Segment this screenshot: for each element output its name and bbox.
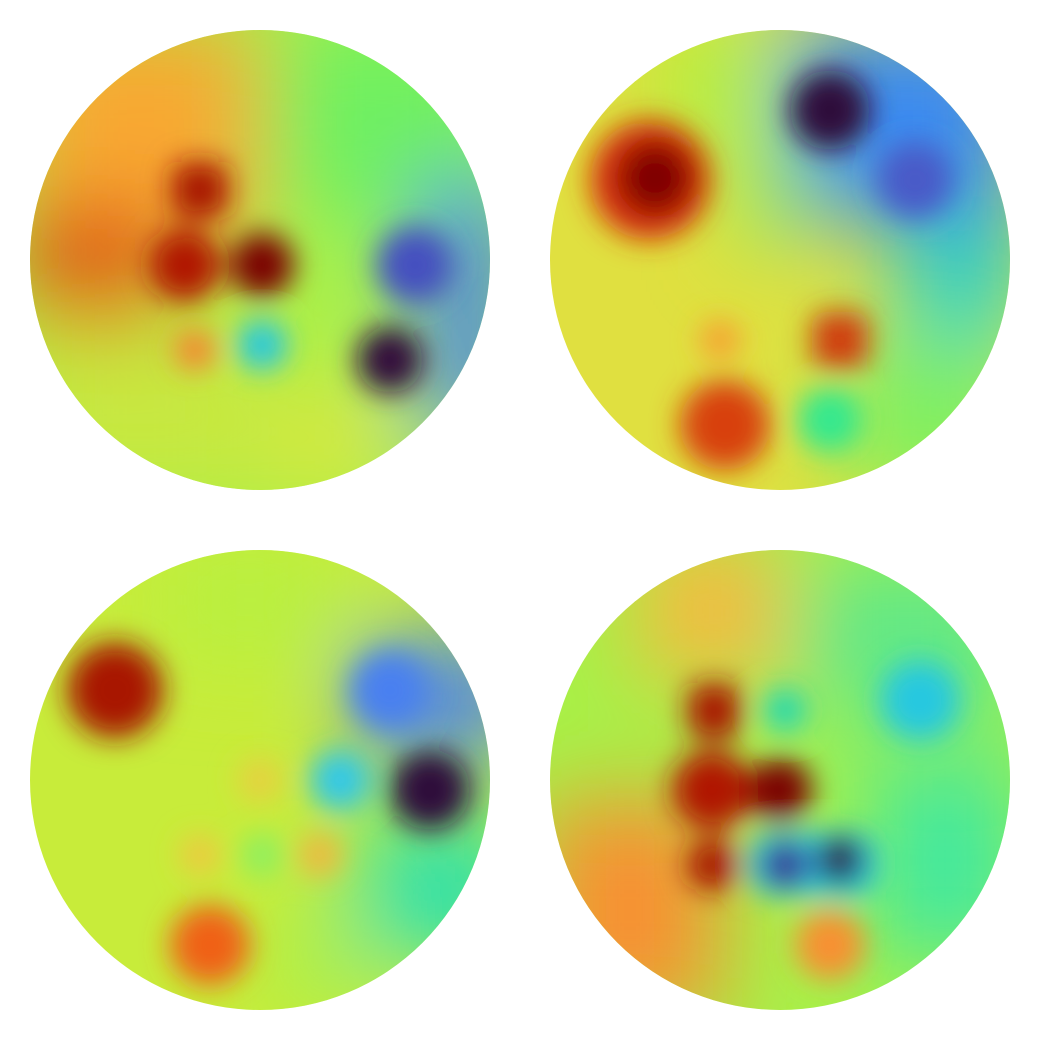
blob bbox=[357, 327, 423, 393]
region bbox=[30, 210, 170, 320]
blob bbox=[149, 229, 221, 301]
region bbox=[30, 320, 260, 490]
region bbox=[840, 340, 1010, 490]
blob bbox=[748, 758, 812, 822]
region bbox=[870, 760, 1010, 960]
blob bbox=[180, 835, 220, 875]
topomap-2 bbox=[550, 30, 1010, 490]
blob bbox=[240, 833, 284, 877]
blob bbox=[172, 162, 228, 218]
blob bbox=[230, 233, 294, 297]
blob bbox=[761, 841, 809, 889]
blob bbox=[686, 839, 738, 891]
region bbox=[740, 150, 800, 250]
blob bbox=[67, 642, 163, 738]
region bbox=[160, 550, 340, 660]
blob bbox=[617, 140, 693, 216]
blob bbox=[816, 836, 864, 884]
blobs bbox=[590, 70, 953, 470]
blob bbox=[688, 683, 740, 739]
blob bbox=[170, 905, 250, 985]
topomap-4 bbox=[550, 550, 1010, 1010]
topomap-3 bbox=[30, 550, 490, 1010]
blob bbox=[680, 380, 770, 470]
region bbox=[360, 820, 490, 960]
blob bbox=[377, 227, 453, 303]
blob bbox=[700, 320, 740, 360]
blob bbox=[790, 70, 870, 150]
blob bbox=[298, 833, 342, 877]
blob bbox=[310, 750, 370, 810]
region bbox=[550, 800, 720, 1010]
blob bbox=[175, 330, 215, 370]
blob bbox=[877, 142, 953, 218]
blobs bbox=[67, 642, 470, 985]
blob bbox=[763, 688, 807, 732]
blob bbox=[812, 312, 868, 368]
blobs bbox=[149, 162, 453, 393]
field bbox=[30, 30, 490, 490]
blob bbox=[238, 758, 282, 802]
blob bbox=[350, 650, 430, 730]
blob bbox=[672, 750, 752, 830]
blob bbox=[795, 910, 865, 980]
region bbox=[420, 180, 490, 440]
region bbox=[280, 900, 360, 1010]
topomap-1 bbox=[30, 30, 490, 490]
blobs bbox=[672, 660, 960, 980]
blob bbox=[390, 750, 470, 830]
region bbox=[640, 550, 780, 680]
blob bbox=[798, 388, 862, 452]
blob bbox=[880, 660, 960, 740]
blob bbox=[237, 320, 287, 370]
region bbox=[270, 380, 390, 490]
region bbox=[900, 220, 1010, 340]
